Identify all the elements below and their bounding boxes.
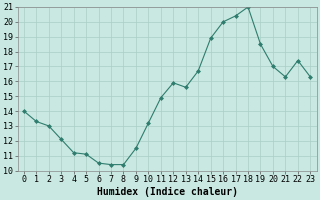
X-axis label: Humidex (Indice chaleur): Humidex (Indice chaleur) (97, 186, 237, 197)
